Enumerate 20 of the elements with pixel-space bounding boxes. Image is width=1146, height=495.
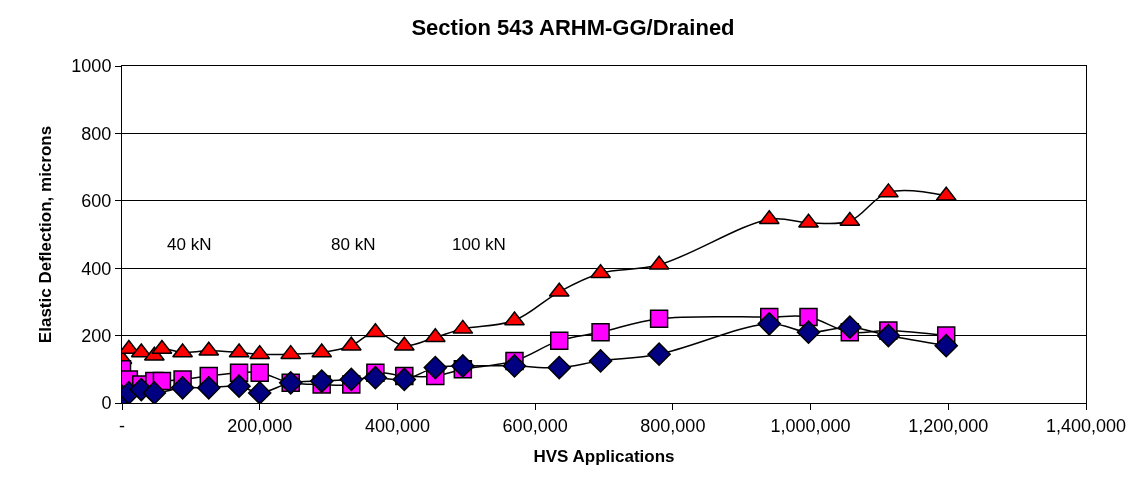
x-tick-label: 1,000,000: [770, 415, 851, 436]
x-tick-label: 600,000: [502, 415, 568, 436]
y-tick-label: 1000: [71, 56, 112, 77]
y-tick-label: 400: [81, 258, 112, 279]
x-tick-label: 800,000: [640, 415, 706, 436]
x-tick-label: -: [119, 415, 125, 436]
x-axis-title: HVS Applications: [533, 447, 675, 466]
annotation: 80 kN: [331, 235, 376, 254]
x-tick-label: 1,200,000: [908, 415, 989, 436]
y-tick-label: 600: [81, 191, 112, 212]
y-tick-label: 200: [81, 325, 112, 346]
x-tick-label: 1,400,000: [1045, 415, 1127, 436]
annotation: 100 kN: [452, 235, 506, 254]
x-tick-label: 400,000: [364, 415, 430, 436]
y-axis-title: Elastic Deflection, microns: [35, 125, 55, 344]
y-tick-label: 800: [81, 123, 112, 144]
chart-title: Section 543 ARHM-GG/Drained: [411, 15, 735, 41]
x-tick-label: 200,000: [227, 415, 293, 436]
y-tick-label: 0: [101, 393, 112, 414]
annotation: 40 kN: [167, 235, 212, 254]
